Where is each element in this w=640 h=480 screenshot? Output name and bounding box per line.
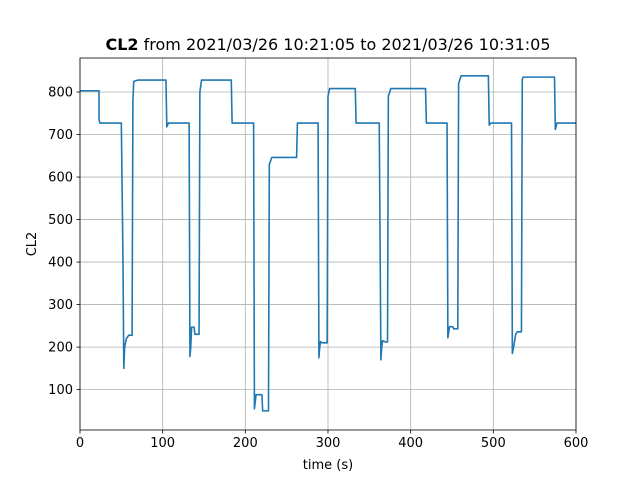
x-tick-label: 300 (316, 436, 341, 451)
chart-title-bold: CL2 (105, 35, 138, 54)
x-tick-label: 600 (564, 436, 589, 451)
y-axis-label: CL2 (25, 232, 40, 257)
x-tick-label: 200 (233, 436, 258, 451)
y-tick-label: 500 (48, 213, 73, 228)
chart-title-rest: from 2021/03/26 10:21:05 to 2021/03/26 1… (139, 35, 551, 54)
x-tick-label: 400 (398, 436, 423, 451)
chart-title: CL2 from 2021/03/26 10:21:05 to 2021/03/… (105, 35, 550, 54)
x-axis-label: time (s) (303, 458, 353, 473)
series-line (80, 75, 576, 412)
y-tick-label: 400 (48, 256, 73, 271)
series-layer (80, 75, 576, 412)
axis-ticks: 0 100 200 300 400 500 600 100 200 300 400 500 600 700… (48, 86, 588, 451)
x-tick-label: 0 (76, 436, 84, 451)
plot-frame (79, 57, 577, 431)
y-tick-label: 600 (48, 171, 73, 186)
y-tick-label: 300 (48, 298, 73, 313)
y-tick-label: 700 (48, 128, 73, 143)
y-tick-label: 100 (48, 383, 73, 398)
x-tick-label: 100 (150, 436, 175, 451)
y-tick-label: 800 (48, 86, 73, 101)
x-tick-label: 500 (481, 436, 506, 451)
y-tick-label: 200 (48, 341, 73, 356)
